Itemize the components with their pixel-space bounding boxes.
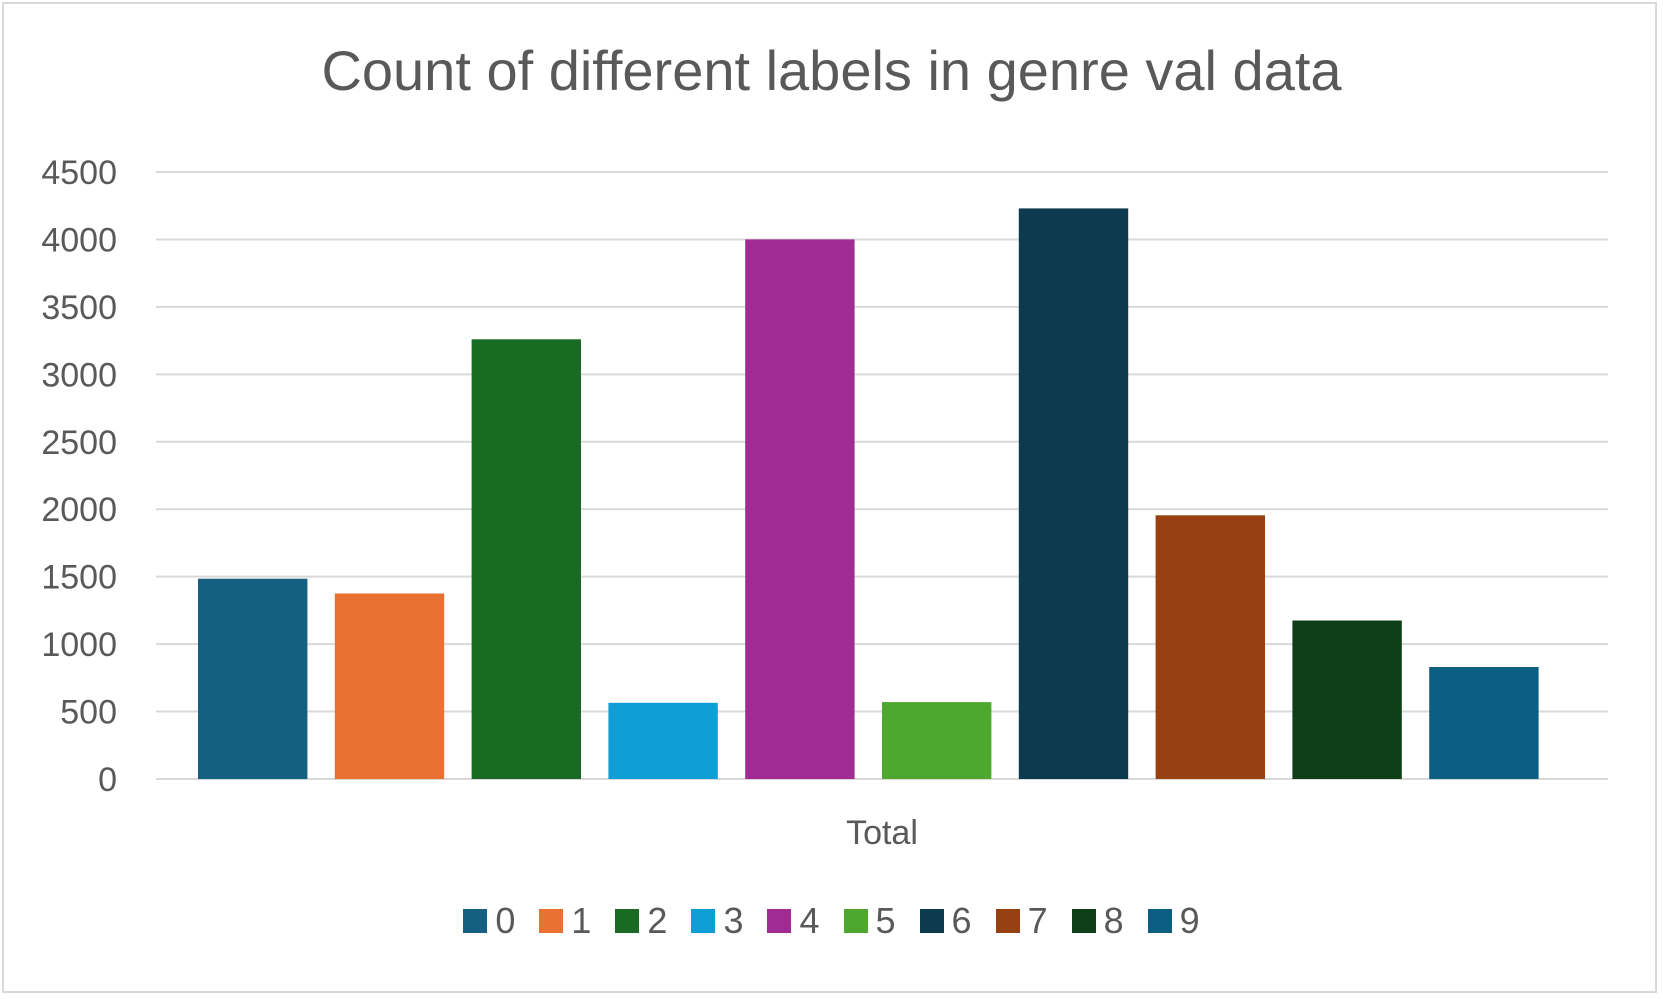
- legend-swatch: [691, 909, 716, 933]
- legend-swatch: [767, 909, 792, 933]
- legend-swatch: [539, 909, 564, 933]
- legend-item-8: 8: [1071, 900, 1124, 942]
- y-tick-label: 1500: [41, 559, 117, 597]
- y-tick-label: 4000: [41, 221, 117, 259]
- legend-item-4: 4: [767, 900, 820, 942]
- bar-series-2: [471, 339, 581, 779]
- x-category-label: Total: [846, 814, 918, 852]
- y-tick-label: 500: [60, 694, 117, 732]
- legend-swatch: [995, 909, 1020, 933]
- legend-label: 3: [723, 900, 744, 941]
- legend-item-6: 6: [919, 900, 972, 942]
- y-tick-label: 1000: [41, 626, 117, 664]
- legend-swatch: [843, 909, 868, 933]
- legend-label: 5: [875, 900, 896, 941]
- legend-swatch: [463, 909, 488, 933]
- y-tick-label: 0: [98, 761, 117, 799]
- y-tick-label: 3000: [41, 356, 117, 394]
- legend-label: 4: [799, 900, 820, 941]
- legend-swatch: [919, 909, 944, 933]
- legend-label: 8: [1103, 900, 1124, 941]
- y-tick-label: 3500: [41, 289, 117, 327]
- legend-label: 6: [951, 900, 972, 941]
- legend-label: 7: [1027, 900, 1048, 941]
- legend-item-0: 0: [463, 900, 515, 942]
- legend-label: 2: [647, 900, 668, 941]
- legend-label: 1: [571, 900, 592, 941]
- bar-series-9: [1429, 667, 1539, 779]
- y-tick-label: 2500: [41, 424, 117, 462]
- bar-series-8: [1292, 620, 1402, 779]
- y-tick-label: 4500: [41, 154, 117, 192]
- legend-item-3: 3: [691, 900, 743, 942]
- legend-swatch: [1147, 909, 1172, 933]
- legend-label: 9: [1179, 900, 1200, 941]
- y-tick-label: 2000: [41, 491, 117, 529]
- legend-item-7: 7: [995, 900, 1048, 942]
- legend-item-9: 9: [1147, 900, 1200, 942]
- chart-title: Count of different labels in genre val d…: [321, 39, 1342, 102]
- legend-swatch: [615, 909, 640, 933]
- bar-series-5: [882, 702, 992, 779]
- legend-item-5: 5: [843, 900, 896, 942]
- bar-series-6: [1018, 208, 1129, 779]
- legend-label: 0: [495, 900, 516, 941]
- legend-item-2: 2: [615, 900, 667, 942]
- legend-item-1: 1: [539, 900, 591, 942]
- bar-series-3: [608, 702, 718, 779]
- legend-swatch: [1071, 909, 1096, 933]
- bar-series-7: [1155, 515, 1265, 779]
- bar-series-1: [334, 593, 445, 779]
- bar-series-4: [745, 239, 855, 779]
- legend: 0 1 2 3 4 5 6 7 8 9: [0, 900, 1663, 942]
- bar-series-0: [198, 578, 308, 779]
